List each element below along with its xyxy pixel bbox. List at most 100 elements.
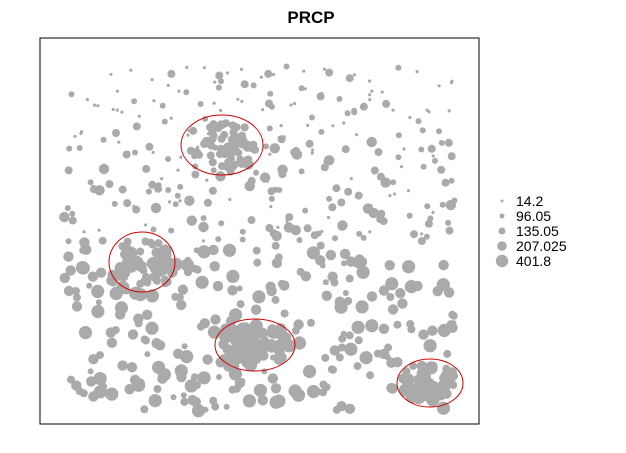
data-point <box>438 259 449 271</box>
plot-frame <box>39 37 480 425</box>
data-point <box>115 262 124 271</box>
data-point <box>114 301 129 315</box>
data-point <box>208 135 217 143</box>
data-point <box>127 329 139 340</box>
data-point <box>120 110 124 114</box>
data-point <box>395 154 402 161</box>
data-point <box>209 261 220 272</box>
data-point <box>111 107 115 112</box>
data-point <box>271 295 280 304</box>
data-point <box>96 104 100 108</box>
data-point <box>404 280 418 294</box>
data-point <box>220 130 229 139</box>
data-point <box>306 246 320 260</box>
data-point <box>242 357 253 368</box>
data-point <box>151 247 162 258</box>
data-point <box>160 275 169 284</box>
data-point <box>178 199 182 203</box>
data-point <box>431 210 435 214</box>
data-point <box>237 135 248 146</box>
data-point <box>177 89 181 93</box>
data-point <box>250 82 257 89</box>
data-point <box>277 136 281 140</box>
data-point <box>243 143 251 152</box>
data-point <box>91 284 105 298</box>
data-point <box>143 278 152 287</box>
data-point <box>274 326 285 337</box>
data-point <box>310 151 314 155</box>
data-point <box>337 343 346 352</box>
data-point <box>82 230 86 234</box>
data-point <box>271 230 282 242</box>
data-point <box>278 170 287 179</box>
data-point <box>240 80 249 89</box>
data-point <box>165 156 172 162</box>
data-point <box>230 160 239 169</box>
data-point <box>354 336 363 345</box>
data-point <box>268 152 272 156</box>
data-point <box>271 241 280 250</box>
data-point <box>447 322 458 333</box>
data-point <box>285 213 294 222</box>
data-point <box>160 177 164 181</box>
data-point <box>380 90 384 94</box>
data-point <box>144 351 151 358</box>
legend-symbol <box>499 213 505 219</box>
data-point <box>277 339 289 351</box>
data-point <box>208 127 217 136</box>
data-point <box>199 318 210 329</box>
data-point <box>142 309 153 320</box>
data-point <box>387 383 398 394</box>
data-point <box>100 136 107 143</box>
data-point <box>353 362 362 371</box>
data-point <box>223 403 230 410</box>
data-point <box>354 191 363 200</box>
data-point <box>352 257 364 269</box>
data-point <box>355 133 359 137</box>
data-point <box>78 326 93 340</box>
data-point <box>269 205 273 209</box>
data-point <box>88 354 99 365</box>
data-point <box>202 66 206 70</box>
data-point <box>215 171 226 182</box>
data-point <box>376 172 385 181</box>
legend-symbol <box>495 254 509 268</box>
data-point <box>169 116 173 120</box>
data-point <box>427 325 438 336</box>
data-point <box>161 118 168 125</box>
data-point <box>355 300 369 314</box>
data-point <box>392 192 397 196</box>
data-point <box>385 277 399 291</box>
data-point <box>418 370 427 379</box>
data-point <box>93 385 107 399</box>
data-point <box>236 322 250 336</box>
data-point <box>141 237 150 246</box>
data-point <box>154 340 166 351</box>
data-point <box>374 148 383 157</box>
data-point <box>229 128 238 137</box>
data-point <box>420 163 427 170</box>
data-point <box>379 217 388 226</box>
data-point <box>200 139 209 148</box>
data-point <box>264 69 273 78</box>
data-point <box>276 225 280 229</box>
data-point <box>368 93 372 97</box>
data-point <box>69 210 76 217</box>
data-point <box>271 257 283 269</box>
data-point <box>283 63 290 70</box>
data-point <box>445 219 452 226</box>
data-point <box>111 326 120 335</box>
data-point <box>144 223 148 227</box>
data-point <box>136 247 145 256</box>
data-point <box>225 71 229 75</box>
data-point <box>170 394 177 401</box>
data-point <box>173 348 184 359</box>
data-point <box>332 184 341 193</box>
data-point <box>328 203 337 212</box>
data-point <box>431 154 435 158</box>
data-point <box>422 129 426 133</box>
data-point <box>320 229 324 234</box>
data-point <box>336 96 343 102</box>
data-point <box>215 71 224 80</box>
